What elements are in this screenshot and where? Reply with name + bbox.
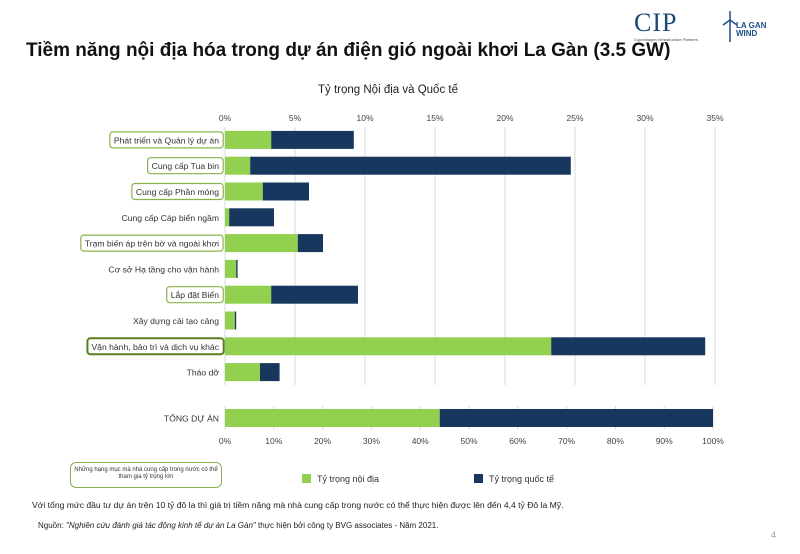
bar-international — [236, 259, 238, 278]
bar-domestic — [225, 234, 298, 253]
legend-domestic-swatch — [302, 474, 311, 483]
bar-domestic — [225, 208, 230, 227]
source-citation: Nguồn: "Nghiên cứu đánh giá tác động kin… — [38, 521, 439, 530]
category-highlight-box — [131, 182, 224, 201]
x-tick-label: 25% — [566, 113, 583, 123]
cip-logo: CIP Copenhagen Infrastructure Partners — [634, 10, 704, 46]
cip-logo-subtext: Copenhagen Infrastructure Partners — [634, 37, 698, 42]
chart-title: Tỷ trọng Nội địa và Quốc tế — [318, 84, 459, 96]
category-highlight-box — [147, 157, 224, 175]
bar-international — [297, 234, 323, 253]
bar-international — [262, 182, 309, 201]
bar-international — [271, 285, 358, 304]
category-label: Vận hành, bảo trì và dịch vụ khác — [91, 342, 219, 352]
bar-international — [260, 363, 280, 382]
bar-international — [250, 156, 571, 175]
legend-international: Tỷ trọng quốc tế — [474, 474, 554, 484]
bar-international — [271, 130, 354, 149]
lagan-logo-text: LA GAN WIND — [736, 21, 767, 38]
localization-chart: Tỷ trọng Nội địa và Quốc tế 0% 5% 10% 15% 20… — [80, 84, 724, 446]
x-tick-label: 30% — [636, 113, 653, 123]
x-tick-label: 20% — [496, 113, 513, 123]
category-highlight-box — [166, 286, 224, 304]
cip-logo-text: CIP — [634, 8, 678, 37]
x-tick-label: 40% — [412, 436, 429, 446]
x-tick-label: 70% — [558, 436, 575, 446]
category-label: Xây dựng cải tạo cảng — [133, 316, 219, 326]
category-label: TỔNG DỰ ÁN — [164, 413, 219, 424]
bar-international — [234, 311, 237, 330]
category-label: Cơ sở Hạ tầng cho vận hành — [108, 264, 219, 274]
category-label: Trạm biến áp trên bờ và ngoài khơi — [85, 239, 219, 249]
x-tick-label: 0% — [219, 436, 232, 446]
category-highlight-box — [109, 131, 224, 149]
bar-domestic — [225, 259, 237, 278]
x-tick-label: 80% — [607, 436, 624, 446]
x-tick-label: 10% — [265, 436, 282, 446]
total-bar-domestic — [225, 409, 440, 427]
x-tick-label: 100% — [702, 436, 724, 446]
legend-international-label: Tỷ trọng quốc tế — [489, 474, 555, 484]
category-label: Cung cấp Cáp biển ngầm — [122, 213, 219, 223]
bar-international — [551, 337, 706, 356]
bar-domestic — [225, 311, 235, 330]
x-tick-label: 20% — [314, 436, 331, 446]
category-highlight-box — [80, 234, 224, 252]
x-tick-label: 35% — [706, 113, 723, 123]
bar-domestic — [225, 156, 251, 175]
bar-domestic — [225, 182, 263, 201]
category-label: Cung cấp Tua bin — [152, 161, 220, 171]
x-tick-label: 90% — [656, 436, 673, 446]
bar-international — [229, 208, 274, 227]
total-bar-international — [439, 409, 713, 427]
summary-text: Với tổng mức đầu tư dự án trên 10 tỷ đô … — [32, 500, 564, 510]
x-tick-label: 5% — [289, 113, 302, 123]
category-label: Tháo dỡ — [187, 368, 220, 378]
bar-domestic — [225, 285, 272, 304]
lagan-wind-logo: LA GAN WIND — [722, 10, 776, 46]
bar-domestic — [225, 337, 552, 356]
bar-domestic — [225, 130, 272, 149]
legend-international-swatch — [474, 474, 483, 483]
x-tick-label: 30% — [363, 436, 380, 446]
x-tick-label: 0% — [219, 113, 232, 123]
category-label: Cung cấp Phần móng — [136, 187, 219, 197]
category-label: Lắp đặt Biển — [171, 290, 219, 300]
page-number: 4 — [770, 530, 776, 540]
bar-domestic — [225, 363, 260, 382]
page-title: Tiềm năng nội địa hóa trong dự án điện g… — [26, 40, 671, 61]
highlight-note: Những hạng mục mà nhà cung cấp trong nướ… — [70, 462, 222, 488]
wind-turbine-icon — [722, 11, 738, 42]
category-label: Phát triển và Quản lý dự án — [114, 135, 219, 145]
x-tick-label: 60% — [509, 436, 526, 446]
legend-domestic: Tỷ trọng nội địa — [302, 474, 379, 484]
x-tick-label: 10% — [356, 113, 373, 123]
x-tick-label: 50% — [460, 436, 477, 446]
source-study-title: "Nghiên cứu đánh giá tác động kinh tế dự… — [66, 521, 256, 530]
x-tick-label: 15% — [426, 113, 443, 123]
legend-domestic-label: Tỷ trọng nội địa — [317, 474, 380, 484]
category-highlight-box — [86, 337, 225, 356]
